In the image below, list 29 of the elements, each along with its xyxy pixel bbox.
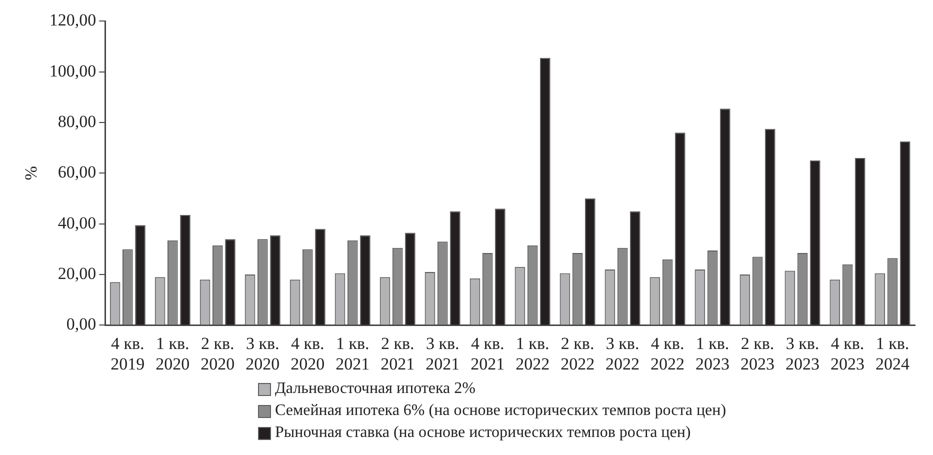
x-tick-label: 2 кв. 2020 <box>200 334 235 374</box>
x-tick-label: 4 кв. 2022 <box>650 334 685 374</box>
x-tick-label: 3 кв. 2022 <box>606 334 640 374</box>
y-tick-label: 40,00 <box>58 213 96 232</box>
y-tick-label: 100,00 <box>49 61 96 80</box>
x-tick-label: 3 кв. 2023 <box>786 334 820 374</box>
legend-label: Рыночная ставка (на основе исторических темпов роста цен) <box>275 423 691 443</box>
legend-label: Семейная ипотека 6% (на основе исторических темпов роста цен) <box>275 401 726 421</box>
x-tick-label: 1 кв. 2024 <box>876 334 910 374</box>
x-tick-label: 4 кв. 2021 <box>470 334 505 374</box>
x-tick-label: 3 кв. 2020 <box>246 334 280 374</box>
x-tick-label: 1 кв. 2023 <box>696 334 730 374</box>
x-tick-label: 1 кв. 2021 <box>336 334 370 374</box>
y-tick-label: 60,00 <box>58 162 96 182</box>
x-tick-label: 2 кв. 2023 <box>740 334 775 374</box>
legend-label: Дальневосточная ипотека 2% <box>275 379 476 399</box>
x-tick-label: 3 кв. 2021 <box>426 334 460 374</box>
x-tick-label: 1 кв. 2020 <box>156 334 190 374</box>
y-axis-title: % <box>22 166 41 180</box>
x-tick-label: 4 кв. 2019 <box>110 334 145 374</box>
x-tick-label: 2 кв. 2021 <box>380 334 415 374</box>
y-tick-label: 80,00 <box>58 112 96 131</box>
y-tick-label: 20,00 <box>58 264 96 283</box>
y-tick-label: 0,00 <box>66 314 96 334</box>
x-tick-label: 4 кв. 2023 <box>830 334 865 374</box>
x-tick-label: 2 кв. 2022 <box>560 334 595 374</box>
y-tick-label: 120,00 <box>49 10 96 30</box>
x-tick-label: 4 кв. 2020 <box>290 334 325 374</box>
x-tick-label: 1 кв. 2022 <box>516 334 550 374</box>
